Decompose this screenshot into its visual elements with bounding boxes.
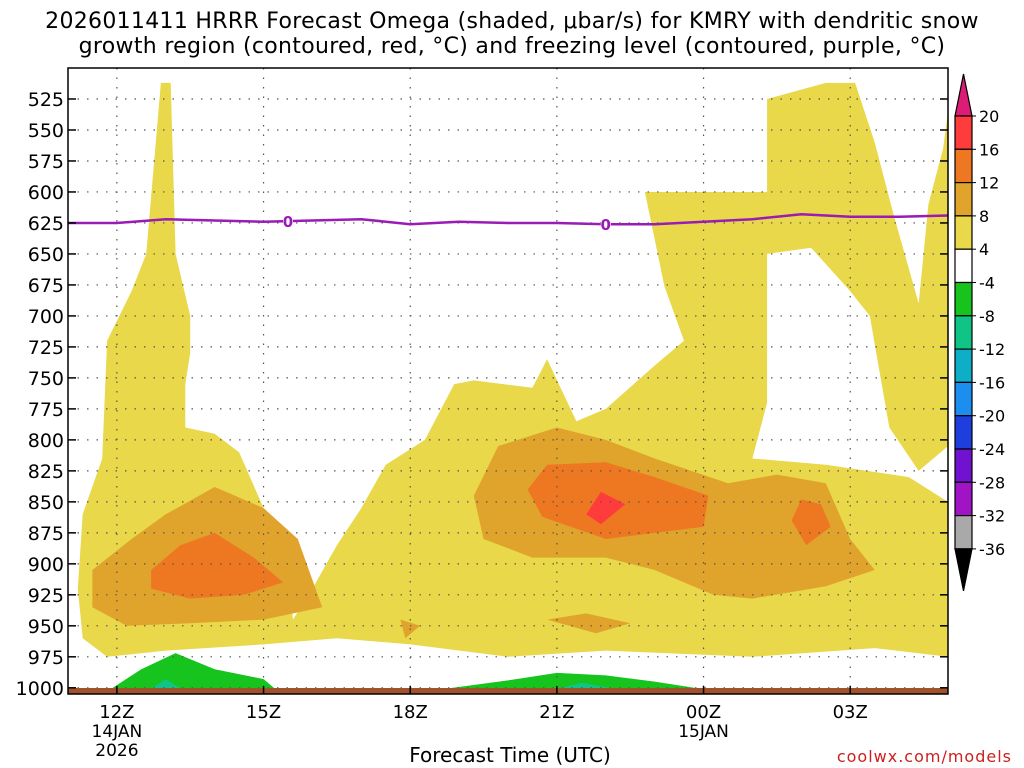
colorbar-label-0: 20	[979, 107, 999, 126]
y-tick-label-825: 825	[28, 461, 64, 483]
omega-region-4	[547, 613, 631, 634]
x-tick-label-21Z: 21Z	[539, 702, 574, 723]
freezing-label-bg-0	[283, 213, 293, 230]
omega-region-9	[586, 491, 626, 525]
x-tick-label-18Z: 18Z	[393, 702, 428, 723]
freezing-level-line	[68, 213, 948, 226]
y-tick-label-625: 625	[28, 213, 64, 235]
colorbar-label-8: -16	[979, 373, 1005, 392]
colorbar-label-6: -8	[979, 307, 995, 326]
omega-region-1	[278, 253, 455, 440]
y-tick-label-575: 575	[28, 151, 64, 173]
colorbar-swatch-12	[954, 481, 973, 517]
omega-region-6	[151, 532, 284, 599]
omega-region-10	[107, 653, 279, 692]
colorbar-swatch-13	[954, 514, 973, 550]
freezing-level-label-0: 0	[283, 213, 293, 231]
x-tick-sublabel-12Z-1: 2026	[95, 741, 138, 761]
x-tick-label-15Z: 15Z	[246, 702, 281, 723]
colorbar-swatch-8	[954, 348, 973, 384]
y-axis: 525 550 575 600 625 650 675 700 725 750 775 800 825 8…	[16, 89, 948, 700]
y-tick-label-950: 950	[28, 616, 64, 638]
colorbar: 20 16 12 8 4 -4 -8 -12 -16 -20 -24 -28 -32 -36	[954, 73, 1005, 592]
y-tick-label-875: 875	[28, 523, 64, 545]
omega-region-8	[791, 499, 831, 546]
colorbar-swatch-10	[954, 415, 973, 450]
colorbar-label-5: -4	[979, 274, 995, 293]
colorbar-label-1: 16	[979, 140, 999, 159]
x-axis-title: Forecast Time (UTC)	[409, 743, 611, 767]
y-tick-label-800: 800	[28, 430, 64, 452]
colorbar-swatch-1	[954, 115, 973, 150]
colorbar-label-3: 8	[979, 207, 989, 226]
colorbar-swatch-11	[954, 448, 973, 483]
colorbar-label-12: -32	[979, 507, 1005, 526]
colorbar-swatch-9	[954, 381, 973, 417]
colorbar-label-9: -20	[979, 407, 1005, 426]
x-tick-label-00Z: 00Z	[686, 702, 721, 723]
omega-region-11	[424, 672, 719, 692]
colorbar-label-2: 12	[979, 174, 999, 193]
y-tick-label-600: 600	[28, 182, 64, 204]
y-tick-label-900: 900	[28, 554, 64, 576]
x-tick-label-03Z: 03Z	[833, 702, 868, 723]
colorbar-bottom-arrow	[954, 548, 973, 592]
freezing-level-label-1: 0	[601, 216, 611, 234]
chart-title-line2: growth region (contoured, red, °C) and f…	[78, 34, 946, 59]
y-tick-label-700: 700	[28, 306, 64, 328]
omega-shading-layer	[77, 82, 948, 692]
y-tick-label-925: 925	[28, 585, 64, 607]
chart-title-line1: 2026011411 HRRR Forecast Omega (shaded, …	[45, 9, 979, 34]
y-tick-label-675: 675	[28, 275, 64, 297]
freezing-label-bg-1	[600, 216, 611, 233]
colorbar-swatch-6	[954, 281, 973, 317]
colorbar-label-11: -28	[979, 473, 1005, 492]
plot-frame	[67, 67, 949, 695]
colorbar-label-10: -24	[979, 440, 1005, 459]
y-tick-label-525: 525	[28, 89, 64, 111]
colorbar-label-7: -12	[979, 340, 1005, 359]
x-tick-sublabel-12Z-0: 14JAN	[92, 722, 143, 742]
y-tick-label-750: 750	[28, 368, 64, 390]
colorbar-swatch-3	[954, 182, 973, 217]
colorbar-label-4: 4	[979, 240, 989, 259]
y-tick-label-1000: 1000	[16, 678, 64, 700]
y-tick-label-850: 850	[28, 492, 64, 514]
ground-surface-bar	[68, 688, 948, 694]
y-tick-label-550: 550	[28, 120, 64, 142]
colorbar-swatch-4	[954, 215, 973, 250]
colorbar-label-13: -36	[979, 540, 1005, 559]
colorbar-swatch-5	[954, 248, 973, 284]
colorbar-swatch-7	[954, 315, 973, 350]
colorbar-swatch-2	[954, 148, 973, 184]
site-credit: coolwx.com/models	[836, 747, 1012, 766]
y-tick-label-650: 650	[28, 244, 64, 266]
y-tick-label-725: 725	[28, 337, 64, 359]
x-tick-sublabel-00Z-0: 15JAN	[678, 722, 729, 742]
colorbar-top-arrow	[954, 73, 973, 117]
x-tick-label-12Z: 12Z	[99, 702, 134, 723]
y-tick-label-975: 975	[28, 647, 64, 669]
y-tick-label-775: 775	[28, 399, 64, 421]
